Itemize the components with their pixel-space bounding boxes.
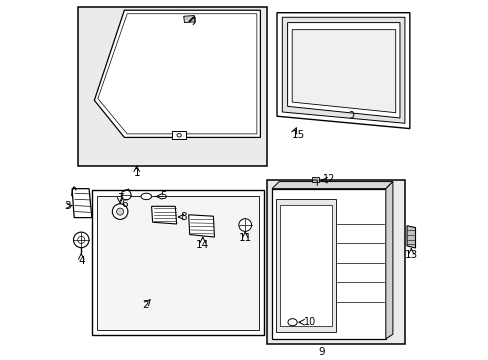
Ellipse shape — [141, 193, 151, 199]
Ellipse shape — [177, 134, 181, 137]
Polygon shape — [94, 10, 260, 138]
Bar — [311, 177, 319, 182]
Text: 14: 14 — [196, 239, 209, 249]
Text: 15: 15 — [292, 130, 305, 140]
Polygon shape — [282, 17, 404, 123]
Polygon shape — [276, 13, 409, 129]
Circle shape — [112, 204, 128, 219]
Text: 7: 7 — [117, 193, 123, 203]
Circle shape — [78, 237, 84, 243]
Polygon shape — [72, 189, 92, 218]
Polygon shape — [406, 226, 415, 248]
Text: 9: 9 — [318, 347, 324, 357]
Polygon shape — [287, 23, 399, 118]
Polygon shape — [188, 215, 214, 237]
Polygon shape — [183, 15, 195, 23]
Circle shape — [73, 232, 89, 248]
Polygon shape — [276, 199, 336, 332]
Polygon shape — [271, 181, 392, 189]
Text: 10: 10 — [303, 317, 315, 327]
Bar — [267, 180, 405, 344]
Text: 1: 1 — [133, 168, 140, 178]
Bar — [172, 131, 186, 139]
Circle shape — [116, 208, 123, 215]
Polygon shape — [151, 206, 176, 224]
Polygon shape — [385, 181, 392, 339]
Ellipse shape — [287, 319, 297, 326]
Polygon shape — [279, 204, 331, 327]
Bar — [78, 7, 267, 166]
Text: 5: 5 — [160, 192, 166, 202]
Polygon shape — [92, 190, 264, 335]
Circle shape — [238, 219, 251, 231]
Polygon shape — [292, 30, 395, 113]
Text: 13: 13 — [404, 250, 417, 260]
Text: 4: 4 — [78, 256, 84, 266]
Polygon shape — [97, 196, 258, 330]
Text: 6: 6 — [121, 199, 127, 208]
Text: 8: 8 — [180, 212, 186, 222]
Text: 3: 3 — [64, 201, 71, 211]
Polygon shape — [271, 189, 385, 339]
Text: 11: 11 — [238, 233, 251, 243]
Text: 12: 12 — [322, 175, 335, 184]
Circle shape — [121, 190, 131, 200]
Text: 2: 2 — [142, 300, 148, 310]
